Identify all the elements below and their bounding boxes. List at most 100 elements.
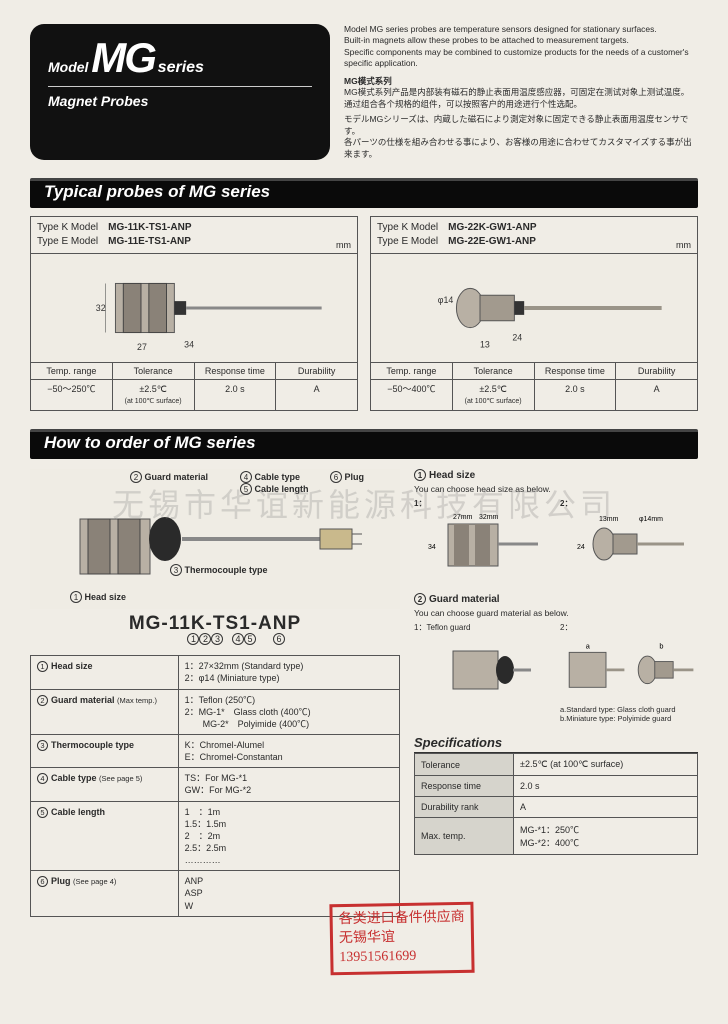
order-table: 1Head size1：27×32mm (Standard type) 2：φ1…	[30, 655, 400, 916]
spec2-row-0-label: Tolerance	[415, 754, 514, 776]
r1-heading: Head size	[429, 470, 475, 481]
callout-3: Thermocouple type	[185, 565, 268, 575]
probe-box-1: Type K Model MG-11K-TS1-ANP Type E Model…	[30, 216, 358, 411]
probe1-e-model: MG-11E-TS1-ANP	[108, 236, 191, 247]
order-row-1-value: 1：27×32mm (Standard type) 2：φ14 (Miniatu…	[178, 656, 399, 689]
r2-heading: Guard material	[429, 594, 500, 605]
page-header: Model MG series Magnet Probes Model MG s…	[30, 24, 698, 160]
order-left: 2 Guard material 4 Cable type 5 Cable le…	[30, 469, 400, 916]
spec2-row-3-value: MG-*1：250℃ MG-*2：400℃	[514, 818, 698, 855]
r1-img-a: 1： 27mm32mm34	[414, 498, 552, 581]
order-row-1-label: 1Head size	[31, 656, 179, 689]
svg-text:34: 34	[428, 544, 436, 551]
order-row-6-label: 6Plug (See page 4)	[31, 871, 179, 916]
r2-2-label: 2：	[560, 622, 698, 633]
order-row-4-value: TS：For MG-*1 GW：For MG-*2	[178, 768, 399, 801]
spec2-row-2-value: A	[514, 797, 698, 818]
callout-1: Head size	[85, 592, 127, 602]
p2-tolsub: (at 100℃ surface)	[465, 398, 522, 405]
r1-b-label: 2：	[560, 498, 698, 509]
order-row-5-value: 1 ：1m 1.5：1.5m 2 ：2m 2.5：2.5m …………	[178, 801, 399, 871]
order-row-3-value: K：Chromel-Alumel E：Chromel-Constantan	[178, 735, 399, 768]
title-box: Model MG series Magnet Probes	[30, 24, 330, 160]
intro-text: Model MG series probes are temperature s…	[344, 24, 698, 160]
title-sub: Magnet Probes	[48, 93, 312, 109]
p2-h3: Durability	[616, 363, 697, 380]
right-guard-material: 2Guard material You can choose guard mat…	[414, 593, 698, 723]
svg-text:24: 24	[577, 544, 585, 551]
right-head-size: 1Head size You can choose head size as b…	[414, 469, 698, 581]
p1-h2: Response time	[195, 363, 276, 380]
r2-1-label: 1：Teflon guard	[414, 622, 552, 633]
title-model: Model	[48, 59, 88, 75]
probe2-mm: mm	[676, 239, 691, 252]
section-bar-order: How to order of MG series	[30, 429, 698, 459]
probe-2-header: Type K Model MG-22K-GW1-ANP Type E Model…	[371, 217, 697, 253]
p2-h0: Temp. range	[371, 363, 452, 380]
order-code: MG-11K-TS1-ANP	[30, 613, 400, 635]
svg-text:13: 13	[480, 339, 490, 349]
svg-text:φ14: φ14	[438, 295, 454, 305]
svg-text:27: 27	[137, 342, 147, 352]
probe1-mm: mm	[336, 239, 351, 252]
order-row-4-label: 4Cable type (See page 5)	[31, 768, 179, 801]
p1-v0: −50～250℃	[31, 380, 112, 399]
spec2-row-1-label: Response time	[415, 776, 514, 797]
probe-1-spec-table: Temp. range−50～250℃ Tolerance±2.5℃(at 10…	[31, 363, 357, 410]
r2-img-1: 1：Teflon guard	[414, 622, 552, 723]
callout-2: Guard material	[145, 472, 209, 482]
p2-v3: A	[616, 380, 697, 399]
specifications-title: Specifications	[414, 735, 698, 753]
probe2-e-model: MG-22E-GW1-ANP	[448, 236, 536, 247]
p2-v1: ±2.5℃	[479, 384, 507, 394]
probe2-k-model: MG-22K-GW1-ANP	[448, 222, 536, 233]
callout-4: Cable type	[255, 472, 301, 482]
spec2-row-3-label: Max. temp.	[415, 818, 514, 855]
svg-text:34: 34	[184, 339, 194, 349]
p1-h1: Tolerance	[113, 363, 194, 380]
intro-en3: Specific components may be combined to c…	[344, 47, 698, 70]
svg-text:a: a	[586, 642, 591, 651]
p2-h2: Response time	[535, 363, 616, 380]
spec2-row-0-value: ±2.5℃ (at 100℃ surface)	[514, 754, 698, 776]
spec2-row-2-label: Durability rank	[415, 797, 514, 818]
probe2-k-label: Type K Model	[377, 222, 438, 233]
intro-jp1: モデルMGシリーズは、内蔵した磁石により測定対象に固定できる静止表面用温度センサ…	[344, 114, 698, 137]
p2-v0: −50～400℃	[371, 380, 452, 399]
probe-row: Type K Model MG-11K-TS1-ANP Type E Model…	[30, 216, 698, 411]
order-right: 1Head size You can choose head size as b…	[414, 469, 698, 916]
title-mg: MG	[91, 34, 155, 81]
title-series: series	[158, 59, 204, 76]
p1-v2: 2.0 s	[195, 380, 276, 399]
order-row-2-label: 2Guard material (Max temp.)	[31, 689, 179, 734]
svg-text:φ14mm: φ14mm	[639, 516, 663, 523]
order-row-5-label: 5Cable length	[31, 801, 179, 871]
r1-a-label: 1：	[414, 498, 552, 509]
stamp-l1: 各类进口备件供应商	[339, 909, 465, 930]
order-area: 2 Guard material 4 Cable type 5 Cable le…	[30, 469, 698, 916]
intro-en2: Built-in magnets allow these probes to b…	[344, 35, 698, 46]
probe1-k-label: Type K Model	[37, 222, 98, 233]
red-stamp: 各类进口备件供应商 无锡华谊 13951561699	[329, 902, 474, 975]
p2-v2: 2.0 s	[535, 380, 616, 399]
r1-sub: You can choose head size as below.	[414, 484, 698, 494]
probe-2-spec-table: Temp. range−50～400℃ Tolerance ±2.5℃ (at 10…	[371, 363, 697, 410]
r2-cap-a: a.Standard type: Glass cloth guard	[560, 705, 698, 714]
probe-2-image: φ14 24 13	[371, 253, 697, 363]
intro-jp2: 各パーツの仕様を組み合わせる事により、お客様の用途に合わせてカスタマイズする事が…	[344, 137, 698, 160]
p1-v3: A	[276, 380, 357, 399]
specifications-table: Tolerance±2.5℃ (at 100℃ surface)Response…	[414, 753, 698, 855]
p2-h1: Tolerance	[453, 363, 534, 380]
svg-text:24: 24	[512, 333, 522, 343]
probe1-k-model: MG-11K-TS1-ANP	[108, 222, 191, 233]
svg-text:32: 32	[96, 303, 106, 313]
svg-text:32mm: 32mm	[479, 514, 499, 521]
p1-h3: Durability	[276, 363, 357, 380]
intro-zh1: MG模式系列产品是内部装有磁石的静止表面用温度感应器，可固定在测试对象上测试温度…	[344, 87, 698, 98]
callout-5: Cable length	[255, 484, 309, 494]
intro-en1: Model MG series probes are temperature s…	[344, 24, 698, 35]
svg-text:b: b	[659, 642, 663, 651]
probe-1-header: Type K Model MG-11K-TS1-ANP Type E Model…	[31, 217, 357, 253]
spec2-row-1-value: 2.0 s	[514, 776, 698, 797]
p1-tolsub: (at 100℃ surface)	[125, 398, 182, 405]
